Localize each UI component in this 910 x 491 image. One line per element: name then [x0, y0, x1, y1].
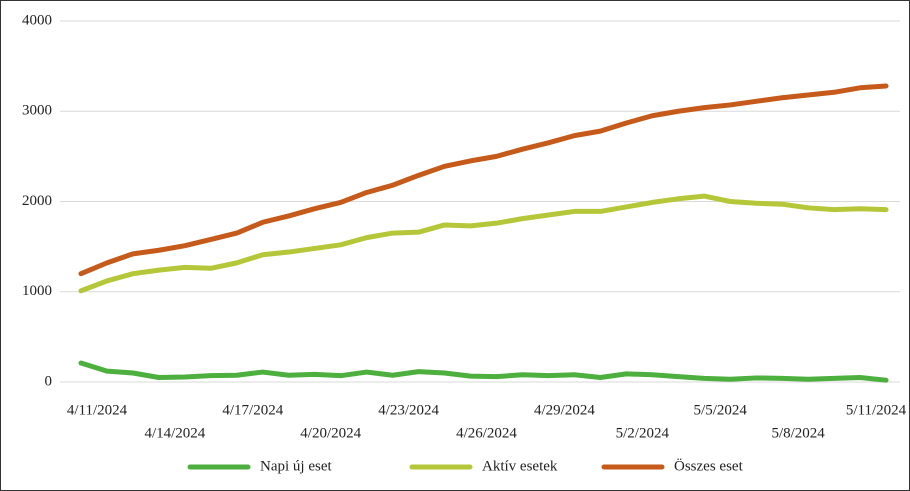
legend-label: Összes eset — [674, 457, 744, 474]
y-tick-label: 1000 — [22, 283, 52, 299]
legend-label: Napi új eset — [260, 458, 332, 474]
y-tick-label: 4000 — [22, 12, 52, 28]
x-tick-label: 4/11/2024 — [67, 402, 128, 418]
y-tick-label: 0 — [45, 373, 53, 389]
series-line — [78, 360, 889, 383]
y-tick-label: 2000 — [22, 193, 52, 209]
x-tick-label: 4/26/2024 — [456, 425, 517, 441]
series-line — [78, 83, 889, 277]
x-tick-label: 5/2/2024 — [616, 425, 670, 441]
x-tick-label: 4/17/2024 — [222, 402, 283, 418]
x-tick-label: 5/5/2024 — [694, 402, 748, 418]
x-tick-label: 5/8/2024 — [771, 425, 825, 441]
x-tick-label: 5/11/2024 — [846, 402, 907, 418]
x-tick-label: 4/14/2024 — [144, 425, 205, 441]
x-tick-label: 4/20/2024 — [300, 425, 361, 441]
series-line — [78, 193, 889, 294]
x-tick-label: 4/29/2024 — [534, 402, 595, 418]
legend-label: Aktív esetek — [482, 458, 558, 474]
y-tick-label: 3000 — [22, 103, 52, 119]
x-tick-label: 4/23/2024 — [378, 402, 439, 418]
